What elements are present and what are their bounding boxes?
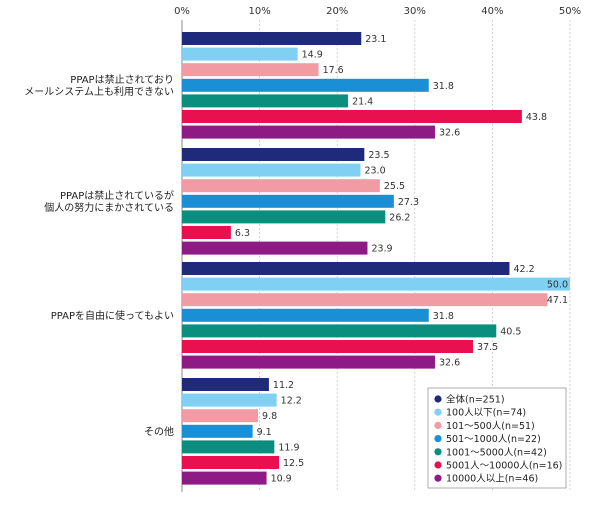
bar bbox=[182, 471, 267, 485]
bar bbox=[182, 324, 497, 338]
bar bbox=[182, 125, 435, 139]
bar bbox=[182, 440, 275, 454]
data-label: 23.5 bbox=[368, 150, 389, 161]
x-tick-label: 30% bbox=[404, 6, 426, 17]
category-label: PPAPを自由に使ってもよい bbox=[51, 309, 174, 322]
data-label: 9.8 bbox=[262, 411, 277, 422]
legend-box bbox=[427, 387, 567, 489]
data-label: 31.8 bbox=[433, 81, 454, 92]
data-label: 17.6 bbox=[323, 65, 344, 76]
data-label: 11.9 bbox=[278, 442, 299, 453]
bar bbox=[182, 210, 386, 224]
bar bbox=[182, 148, 365, 161]
data-label: 10.9 bbox=[271, 474, 292, 485]
bar bbox=[182, 393, 277, 407]
category-label: メールシステム上も利用できない bbox=[24, 86, 174, 98]
bar bbox=[182, 47, 298, 61]
data-label: 42.2 bbox=[513, 264, 534, 275]
x-tick-label: 10% bbox=[248, 6, 270, 17]
data-label: 37.5 bbox=[477, 342, 498, 353]
bar bbox=[182, 63, 319, 77]
legend-marker bbox=[434, 474, 442, 482]
data-label: 23.1 bbox=[365, 34, 386, 45]
x-tick-label: 40% bbox=[481, 6, 503, 17]
legend-entry: 1001〜5000人(n=42) bbox=[446, 447, 547, 458]
data-label: 27.3 bbox=[398, 197, 419, 208]
x-tick-label: 50% bbox=[559, 6, 581, 17]
data-label: 11.2 bbox=[273, 380, 294, 391]
legend-marker bbox=[434, 421, 442, 429]
bar bbox=[182, 194, 394, 208]
data-label: 9.1 bbox=[257, 427, 272, 438]
legend: 全体(n=251) 100人以下(n=74) 101〜500人(n=51) 501〜1… bbox=[427, 387, 567, 489]
data-label: 47.1 bbox=[547, 295, 568, 306]
legend-marker bbox=[434, 395, 442, 403]
bar bbox=[182, 32, 362, 45]
legend-marker bbox=[434, 435, 442, 443]
bar bbox=[182, 378, 269, 391]
bar bbox=[182, 355, 435, 369]
bar bbox=[182, 308, 429, 322]
bar bbox=[182, 110, 522, 123]
bar bbox=[182, 409, 259, 423]
data-label: 26.2 bbox=[389, 212, 410, 223]
bar bbox=[182, 94, 349, 108]
legend-entry: 10000人以上(n=46) bbox=[446, 474, 538, 485]
category-label: 個人の努力にまかされている bbox=[44, 201, 174, 214]
bar bbox=[182, 179, 380, 193]
bar bbox=[182, 293, 548, 307]
bar bbox=[182, 241, 368, 255]
data-label: 32.6 bbox=[439, 128, 460, 139]
data-label: 43.8 bbox=[526, 112, 547, 123]
bars bbox=[182, 32, 570, 485]
bar bbox=[182, 456, 279, 469]
data-label: 40.5 bbox=[500, 326, 521, 337]
legend-entry: 501〜1000人(n=22) bbox=[446, 434, 541, 445]
x-tick-labels: 0% 10% 20% 30% 40% 50% bbox=[174, 6, 581, 17]
data-label: 23.9 bbox=[371, 244, 392, 255]
data-label: 12.5 bbox=[283, 458, 304, 469]
bar bbox=[182, 277, 570, 291]
data-label: 14.9 bbox=[302, 50, 323, 61]
bar bbox=[182, 226, 231, 239]
data-label: 23.0 bbox=[364, 166, 385, 177]
data-label: 12.2 bbox=[281, 396, 302, 407]
category-label: PPAPは禁止されているが bbox=[60, 189, 174, 202]
bar bbox=[182, 424, 253, 438]
category-label: PPAPは禁止されており bbox=[70, 74, 174, 86]
data-label: 31.8 bbox=[433, 311, 454, 322]
data-label: 25.5 bbox=[384, 181, 405, 192]
value-labels: 23.1 14.917.6 31.8 21.4 43.8 32.6 23.5 23.0 25.5… bbox=[235, 34, 568, 485]
bar bbox=[182, 340, 473, 353]
legend-entry: 5001人〜10000人(n=16) bbox=[446, 461, 562, 472]
legend-marker bbox=[434, 408, 442, 416]
data-label: 32.6 bbox=[439, 358, 460, 369]
data-label: 50.0 bbox=[547, 280, 568, 291]
bar bbox=[182, 163, 361, 177]
legend-marker bbox=[434, 461, 442, 469]
bar bbox=[182, 262, 510, 275]
legend-entry: 全体(n=251) bbox=[446, 394, 505, 406]
data-label: 21.4 bbox=[352, 96, 373, 107]
x-tick-label: 0% bbox=[174, 6, 190, 17]
legend-entry: 101〜500人(n=51) bbox=[446, 421, 535, 432]
category-label: その他 bbox=[144, 425, 174, 438]
legend-marker bbox=[434, 448, 442, 456]
x-tick-label: 20% bbox=[326, 6, 348, 17]
data-label: 6.3 bbox=[235, 228, 250, 239]
bar bbox=[182, 78, 429, 92]
legend-entry: 100人以下(n=74) bbox=[446, 408, 526, 419]
